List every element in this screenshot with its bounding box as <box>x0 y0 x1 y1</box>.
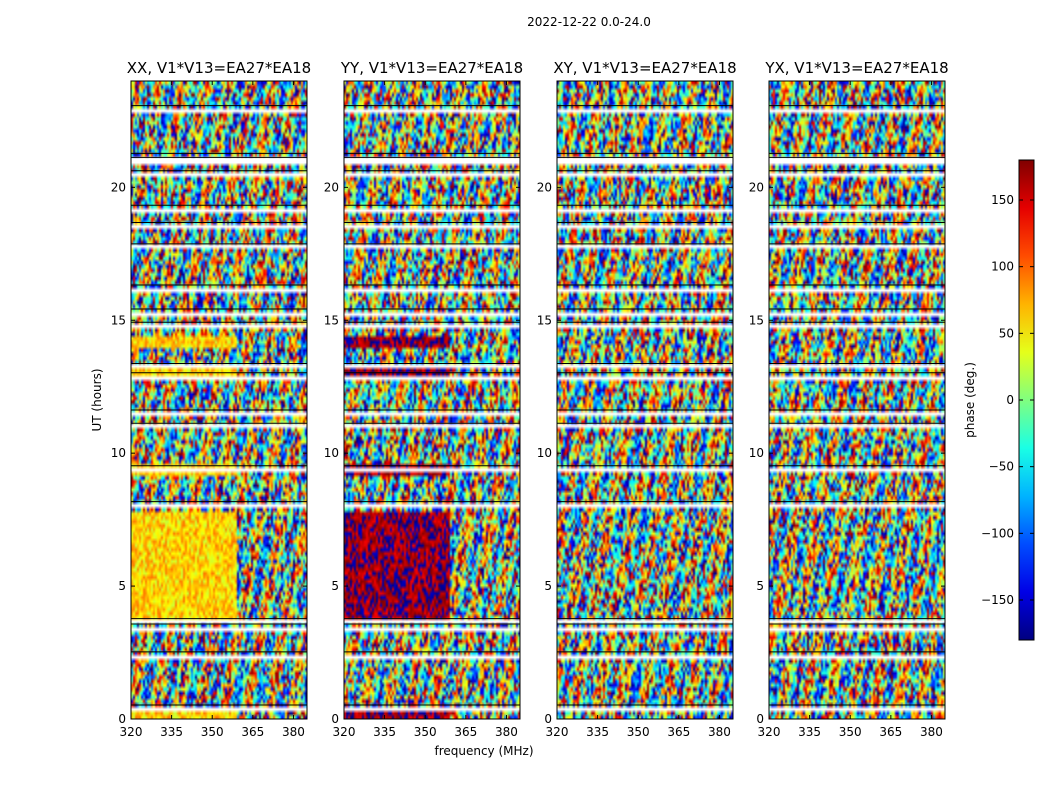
panel-yy: YY, V1*V13=EA27*EA18 320 335 350 365 380 0 5 10 1… <box>324 59 523 739</box>
y-tick-label: 0 <box>756 712 764 726</box>
y-tick-label: 20 <box>537 180 552 194</box>
y-tick-label: 15 <box>111 313 126 327</box>
panel-xx: XX, V1*V13=EA27*EA18 320 335 350 365 380 0 5 10 1… <box>111 59 312 739</box>
colorbar-tick-label: −150 <box>981 593 1014 607</box>
figure-suptitle: 2022-12-22 0.0-24.0 <box>527 15 651 29</box>
x-tick-label: 350 <box>627 725 650 739</box>
y-tick-label: 10 <box>111 446 126 460</box>
x-tick-label: 380 <box>708 725 731 739</box>
colorbar: −150 −100 −50 0 50 100 150 <box>981 159 1035 641</box>
colorbar-tick-label: 0 <box>1006 393 1014 407</box>
axes-frame <box>768 80 946 720</box>
heatmap-image <box>344 81 520 719</box>
x-tick-label: 380 <box>920 725 943 739</box>
y-tick-label: 0 <box>331 712 339 726</box>
x-tick-label: 350 <box>839 725 862 739</box>
y-tick-label: 10 <box>324 446 339 460</box>
y-tick-label: 0 <box>544 712 552 726</box>
axes-frame <box>556 80 734 720</box>
x-tick-label: 335 <box>798 725 821 739</box>
y-tick-label: 20 <box>749 180 764 194</box>
y-tick-label: 5 <box>756 579 764 593</box>
heatmap-image <box>769 81 945 719</box>
y-tick-label: 5 <box>331 579 339 593</box>
x-tick-label: 380 <box>282 725 305 739</box>
y-tick-label: 15 <box>537 313 552 327</box>
x-tick-label: 365 <box>454 725 477 739</box>
y-tick-label: 20 <box>111 180 126 194</box>
x-tick-label: 320 <box>120 725 143 739</box>
colorbar-tick-label: 50 <box>999 326 1014 340</box>
x-tick-label: 365 <box>241 725 264 739</box>
x-tick-label: 320 <box>546 725 569 739</box>
x-tick-label: 350 <box>201 725 224 739</box>
colorbar-tick-label: 100 <box>991 260 1014 274</box>
x-tick-label: 350 <box>414 725 437 739</box>
panel-title: XY, V1*V13=EA27*EA18 <box>553 59 736 77</box>
colorbar-tick-label: 150 <box>991 193 1014 207</box>
x-tick-label: 365 <box>667 725 690 739</box>
axes-frame <box>130 80 308 720</box>
x-tick-label: 320 <box>758 725 781 739</box>
y-tick-label: 20 <box>324 180 339 194</box>
panel-title: YX, V1*V13=EA27*EA18 <box>764 59 948 77</box>
panel-yx: YX, V1*V13=EA27*EA18 320 335 350 365 380 0 5 10 1… <box>749 59 949 739</box>
colorbar-tick-label: −50 <box>989 460 1014 474</box>
x-tick-label: 335 <box>373 725 396 739</box>
heatmap-image <box>131 81 307 719</box>
axes-frame <box>343 80 521 720</box>
y-tick-label: 15 <box>749 313 764 327</box>
x-tick-label: 335 <box>160 725 183 739</box>
x-tick-label: 335 <box>586 725 609 739</box>
y-tick-label: 5 <box>544 579 552 593</box>
y-tick-label: 10 <box>537 446 552 460</box>
y-tick-label: 5 <box>118 579 126 593</box>
y-tick-label: 15 <box>324 313 339 327</box>
heatmap-image <box>557 81 733 719</box>
y-tick-label: 0 <box>118 712 126 726</box>
panel-title: YY, V1*V13=EA27*EA18 <box>340 59 523 77</box>
panels: XX, V1*V13=EA27*EA18 320 335 350 365 380 0 5 10 1… <box>111 59 949 739</box>
x-tick-label: 365 <box>879 725 902 739</box>
x-tick-label: 320 <box>333 725 356 739</box>
colorbar-label: phase (deg.) <box>963 362 977 438</box>
x-axis-label: frequency (MHz) <box>434 744 533 758</box>
y-tick-label: 10 <box>749 446 764 460</box>
y-axis-label: UT (hours) <box>90 368 104 431</box>
colorbar-tick-label: −100 <box>981 526 1014 540</box>
x-tick-label: 380 <box>495 725 518 739</box>
panel-title: XX, V1*V13=EA27*EA18 <box>127 59 311 77</box>
panel-xy: XY, V1*V13=EA27*EA18 320 335 350 365 380 0 5 10 1… <box>537 59 737 739</box>
